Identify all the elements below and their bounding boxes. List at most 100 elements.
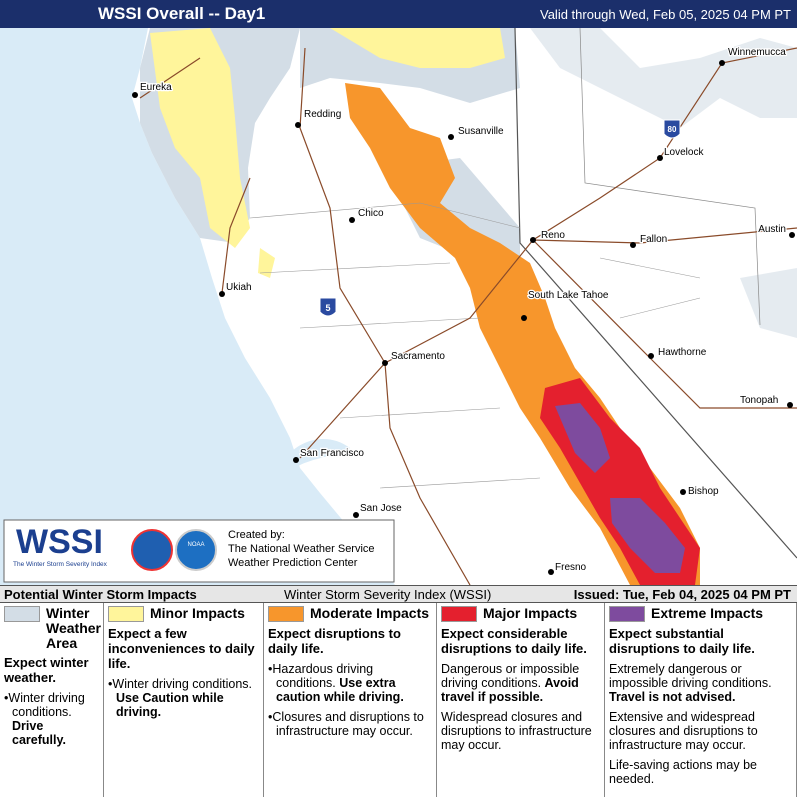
city: South Lake Tahoe [521,289,610,321]
legend-swatch [441,606,477,622]
title: WSSI Overall -- Day1 [98,4,266,23]
city: Bishop [680,485,720,498]
org: The National Weather Service [228,543,375,555]
legend-header: Major Impacts [441,606,600,622]
level-name: Extreme Impacts [651,605,764,621]
city: Fallon [630,233,669,248]
logo-subtitle: The Winter Storm Severity Index [13,561,108,568]
noaa-text: NOAA [187,542,204,548]
note-text: Hazardous driving conditions. [272,662,374,690]
legend-column: Moderate Impacts Expect disruptions to da… [264,603,437,797]
note-bold: Use Caution while driving. [116,691,224,719]
city: Sacramento [382,350,447,366]
county-line [579,28,761,326]
level-note: Widespread closures and disruptions to i… [441,710,600,752]
level-note: Hazardous driving conditions. Use extra … [268,662,432,704]
city-label: Hawthorne [658,347,707,358]
city: Eureka [132,81,173,98]
noaa-logo [175,529,217,571]
legend-column: Extreme Impacts Expect substantial disrup… [605,603,797,797]
created-by: Created by: [228,529,285,541]
city: Reno [530,229,567,243]
level-note: Life-saving actions may be needed. [609,758,792,786]
note-text: Winter driving conditions. [112,677,253,691]
interstate-shield: 80 [663,119,681,139]
note-text: Life-saving actions may be needed. [609,758,757,786]
city-label: South Lake Tahoe [528,290,609,301]
city-label: Chico [358,208,384,219]
legend-swatch [268,606,304,622]
legend-swatch [4,606,40,622]
legend-swatch [609,606,645,622]
city-label: Ukiah [226,282,252,293]
roads [139,47,797,585]
city: Austin [757,223,795,238]
legend-header: Winter Weather Area [4,605,101,651]
shield-number: 80 [668,125,677,134]
legend-swatch [108,606,144,622]
level-summary: Expect a few inconveniences to daily lif… [108,626,255,671]
level-note: Winter driving conditions. Drive careful… [4,691,99,747]
extreme-area [555,403,685,573]
logo-box: WSSI The Winter Storm Severity Index NOA… [3,519,395,583]
city-label: Bishop [688,486,719,497]
level-note: Closures and disruptions to infrastructu… [268,710,432,738]
level-name: Winter Weather Area [46,605,101,651]
legend-columns: Winter Weather Area Expect winter weather… [0,603,797,797]
city-label: San Jose [360,503,402,514]
level-summary: Expect disruptions to daily life. [268,626,401,656]
note-text: Winter driving conditions. [8,691,85,719]
bay [290,438,350,468]
city: Lovelock [657,146,706,161]
note-text: Extremely dangerous or impossible drivin… [609,662,772,690]
note-text: Dangerous or impossible driving conditio… [441,662,580,690]
header: WSSI Overall -- Day1 Valid through Wed, … [0,0,797,28]
city: Tonopah [739,394,793,408]
note-bold: Avoid travel if possible. [441,676,579,704]
county-lines [249,202,701,489]
logo-wssi: WSSI [16,523,103,561]
note-bold: Use extra caution while driving. [276,676,404,704]
legend-column: Winter Weather Area Expect winter weather… [0,603,104,797]
ocean [0,28,395,585]
city-label: Susanville [458,126,504,137]
level-note: Extremely dangerous or impossible drivin… [609,662,792,704]
city-label: Eureka [140,82,172,93]
level-note: Extensive and widespread closures and di… [609,710,792,752]
valid-time: Valid through Wed, Feb 05, 2025 04 PM PT [540,7,791,22]
city-label: Sacramento [391,351,445,362]
city: Susanville [448,125,505,140]
legend-header: Extreme Impacts [609,606,792,622]
note-text: Widespread closures and disruptions to i… [441,710,592,752]
issued: Issued: Tue, Feb 04, 2025 04 PM PT [573,587,791,602]
legend-header: Moderate Impacts [268,606,432,622]
level-name: Minor Impacts [150,605,245,621]
level-note: Dangerous or impossible driving conditio… [441,662,600,704]
map: 80 5 Eureka Redding Susanville Winnemucc… [0,28,797,585]
legend-header: Minor Impacts [108,606,259,622]
index-name: Winter Storm Severity Index (WSSI) [284,587,492,602]
city-label: Fresno [555,562,587,573]
city: Redding [295,108,343,128]
city-label: Austin [758,224,786,235]
city-label: San Francisco [300,448,364,459]
org: Weather Prediction Center [228,557,358,569]
city-label: Fallon [640,234,667,245]
city: Fresno [548,561,588,575]
note-bold: Drive carefully. [12,719,66,747]
legend-title: Potential Winter Storm Impacts [4,587,197,602]
note-text: Extensive and widespread closures and di… [609,710,758,752]
city-label: Reno [541,230,565,241]
level-name: Moderate Impacts [310,605,430,621]
city-label: Winnemucca [728,47,786,58]
note-text: Closures and disruptions to infrastructu… [272,710,424,738]
level-name: Major Impacts [483,605,578,621]
note-bold: Travel is not advised. [609,690,736,704]
level-summary: Expect considerable disruptions to daily… [441,626,587,656]
level-summary: Expect winter weather. [4,655,89,685]
city: Ukiah [219,281,253,297]
shield-number: 5 [325,303,330,313]
city: Hawthorne [648,346,708,359]
city-label: Lovelock [664,147,704,158]
